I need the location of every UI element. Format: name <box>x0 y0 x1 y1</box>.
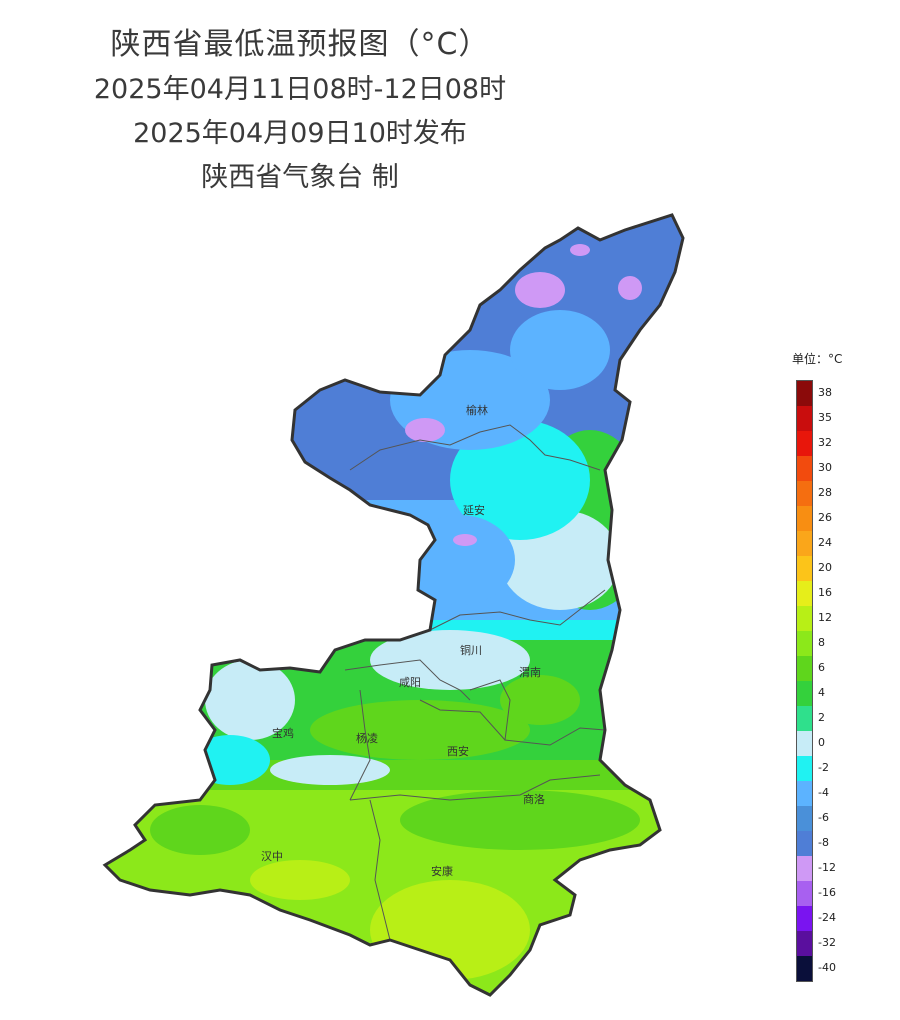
legend-swatch <box>797 931 812 956</box>
legend-swatch <box>797 481 812 506</box>
legend-tick-label: 4 <box>818 685 825 699</box>
legend-swatch <box>797 556 812 581</box>
province-border <box>102 213 685 997</box>
legend-swatch <box>797 606 812 631</box>
legend-tick-label: 38 <box>818 385 832 399</box>
legend-swatch <box>797 431 812 456</box>
title-line-3: 2025年04月09日10时发布 <box>133 118 467 149</box>
city-label-yangling: 杨凌 <box>356 731 378 745</box>
legend-tick-label: 8 <box>818 635 825 649</box>
legend-unit-label: 单位：°C <box>792 352 843 366</box>
legend-swatch <box>797 906 812 931</box>
city-label-ankang: 安康 <box>431 864 453 878</box>
legend-tick-label: 24 <box>818 535 832 549</box>
legend-swatch <box>797 581 812 606</box>
legend-swatch <box>797 781 812 806</box>
city-label-yanan: 延安 <box>463 503 485 517</box>
legend-swatch <box>797 806 812 831</box>
city-label-xianyang: 咸阳 <box>399 676 421 689</box>
legend-tick-label: 2 <box>818 710 825 724</box>
legend-swatch <box>797 406 812 431</box>
legend-swatch <box>797 681 812 706</box>
temperature-map: 榆林 延安 铜川 咸阳 渭南 宝鸡 杨凌 西安 商洛 汉中 安康 <box>102 213 685 997</box>
city-label-shangluo: 商洛 <box>523 792 545 806</box>
legend-swatch <box>797 881 812 906</box>
legend-tick-label: 26 <box>818 510 832 524</box>
legend-swatch <box>797 506 812 531</box>
title-line-4: 陕西省气象台 制 <box>201 162 399 193</box>
map-title: 陕西省最低温预报图（°C） 2025年04月11日08时-12日08时 2025… <box>40 22 560 200</box>
legend-swatch <box>797 631 812 656</box>
legend-tick-label: -2 <box>818 760 829 774</box>
legend-swatch <box>797 706 812 731</box>
title-line-1: 陕西省最低温预报图（°C） <box>110 27 490 62</box>
legend-swatch <box>797 831 812 856</box>
legend-tick-label: 32 <box>818 435 832 449</box>
legend-tick-label: 30 <box>818 460 832 474</box>
legend-tick-label: 12 <box>818 610 832 624</box>
legend-swatch <box>797 531 812 556</box>
legend-swatch <box>797 381 812 406</box>
legend-tick-label: -16 <box>818 885 836 899</box>
city-label-xian: 西安 <box>447 744 469 758</box>
legend-swatch <box>797 731 812 756</box>
city-label-baoji: 宝鸡 <box>272 726 294 740</box>
legend-tick-label: -8 <box>818 835 829 849</box>
legend-tick-label: -24 <box>818 910 836 924</box>
legend-tick-label: -4 <box>818 785 829 799</box>
city-label-weinan: 渭南 <box>519 666 541 679</box>
legend-tick-label: -12 <box>818 860 836 874</box>
legend-tick-label: 16 <box>818 585 832 599</box>
legend-tick-label: -40 <box>818 960 836 974</box>
title-line-2: 2025年04月11日08时-12日08时 <box>93 74 507 105</box>
legend-tick-label: -6 <box>818 810 829 824</box>
legend-tick-label: 28 <box>818 485 832 499</box>
legend-swatch <box>797 456 812 481</box>
city-label-hanzhong: 汉中 <box>261 850 283 863</box>
legend-tick-label: 0 <box>818 735 825 749</box>
legend-swatch <box>797 656 812 681</box>
legend-swatch <box>797 956 812 981</box>
city-label-tongchuan: 铜川 <box>460 643 482 657</box>
legend-tick-label: 6 <box>818 660 825 674</box>
legend-color-bar <box>796 380 813 982</box>
legend-tick-label: -32 <box>818 935 836 949</box>
legend-swatch <box>797 756 812 781</box>
legend-swatch <box>797 856 812 881</box>
legend-tick-label: 20 <box>818 560 832 574</box>
legend-tick-label: 35 <box>818 410 832 424</box>
city-label-yulin: 榆林 <box>466 403 488 417</box>
